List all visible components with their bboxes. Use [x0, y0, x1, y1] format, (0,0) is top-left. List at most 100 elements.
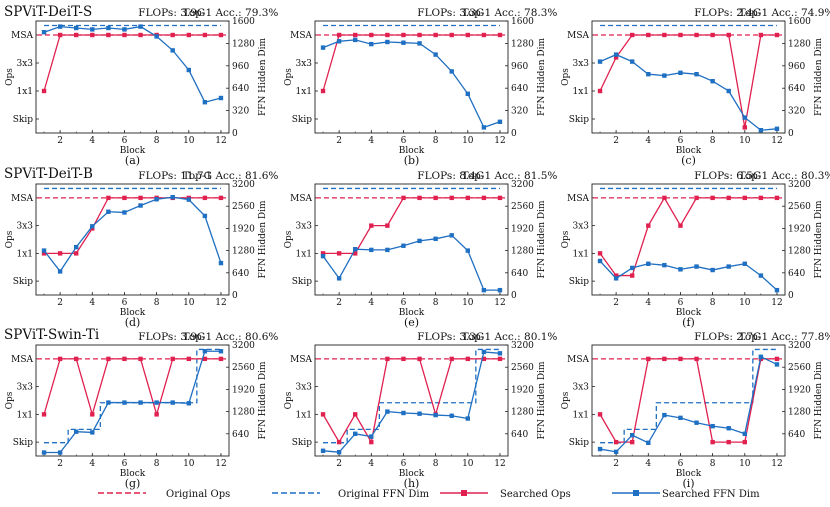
searched-ffn-point — [646, 72, 651, 77]
searched-ffn-point — [218, 260, 224, 266]
searched-ops-point — [417, 195, 422, 201]
ffn-tick-label: 1280 — [511, 247, 534, 257]
plot-frame — [591, 344, 786, 457]
plot-frame — [591, 183, 786, 296]
searched-ffn-point — [74, 25, 79, 31]
searched-ffn-point — [646, 440, 651, 446]
ffn-tick-label: 1280 — [232, 408, 255, 418]
searched-ops-point — [774, 195, 780, 201]
searched-ffn-point — [497, 119, 503, 124]
ops-tick-label: 1x1 — [295, 410, 312, 420]
searched-ops-point — [202, 356, 208, 362]
searched-ffn-point — [320, 45, 326, 50]
searched-ops-point — [170, 356, 175, 362]
searched-ops-point — [353, 412, 358, 417]
searched-ops-point — [449, 195, 454, 201]
legend-searched-ops-marker — [461, 490, 467, 496]
ops-axis-label: Ops — [561, 391, 571, 409]
ops-tick-label: Skip — [292, 277, 312, 287]
searched-ops-point — [57, 32, 63, 38]
x-axis-label: Block — [399, 146, 425, 156]
searched-ffn-point — [336, 39, 342, 44]
x-axis-label: Block — [120, 308, 146, 318]
ops-tick-label: MSA — [290, 355, 312, 365]
searched-ffn-point — [401, 410, 406, 416]
searched-ops-line — [322, 358, 500, 444]
searched-ops-point — [662, 195, 667, 201]
ops-axis-label: Ops — [284, 68, 294, 86]
x-tick-label: 4 — [368, 459, 374, 469]
searched-ops-point — [138, 356, 143, 362]
x-tick-label: 12 — [494, 298, 505, 308]
ffn-tick-label: 640 — [232, 84, 249, 94]
searched-ops-point — [353, 251, 358, 256]
ops-axis-label: Ops — [5, 391, 15, 409]
searched-ops-line — [323, 197, 500, 255]
panel-caption: (e) — [404, 316, 419, 329]
searched-ffn-point — [630, 432, 635, 438]
searched-ffn-point — [774, 362, 780, 367]
searched-ops-point — [90, 32, 95, 38]
ffn-tick-label: 640 — [511, 269, 528, 279]
searched-ops-point — [597, 251, 603, 256]
x-tick-label: 10 — [739, 136, 751, 146]
ffn-tick-label: 320 — [511, 107, 528, 117]
ffn-tick-label: 640 — [788, 269, 805, 279]
searched-ops-point — [401, 32, 406, 38]
row-label-0: SPViT-DeiT-S — [4, 4, 92, 20]
searched-ffn-point — [758, 273, 764, 278]
ops-tick-label: Skip — [292, 115, 312, 125]
ffn-tick-label: 1280 — [788, 39, 811, 49]
searched-ffn-point — [465, 91, 470, 96]
ops-tick-label: 1x1 — [16, 249, 33, 259]
searched-ops-point — [336, 32, 342, 38]
searched-ffn-point — [154, 400, 159, 405]
searched-ops-point — [694, 356, 699, 362]
searched-ffn-point — [369, 247, 374, 253]
ops-tick-label: 1x1 — [572, 87, 589, 97]
ffn-tick-label: 640 — [511, 84, 528, 94]
searched-ops-point — [154, 412, 159, 417]
ops-tick-label: 3x3 — [295, 383, 312, 393]
searched-ffn-line — [322, 39, 501, 129]
searched-ops-point — [662, 356, 667, 362]
x-axis-label: Block — [120, 146, 146, 156]
ffn-tick-label: 1280 — [511, 39, 534, 49]
ffn-tick-label: 0 — [511, 291, 517, 301]
searched-ffn-point — [186, 401, 191, 406]
x-tick-label: 4 — [89, 136, 95, 146]
searched-ffn-point — [57, 24, 63, 29]
x-tick-label: 8 — [154, 298, 160, 308]
ffn-tick-label: 1600 — [788, 17, 811, 27]
ffn-tick-label: 640 — [788, 84, 805, 94]
searched-ops-point — [218, 356, 224, 362]
searched-ffn-point — [613, 449, 619, 455]
ffn-tick-label: 3200 — [788, 341, 811, 351]
ffn-tick-label: 1280 — [511, 408, 534, 418]
legend-original-ffn: Original FFN Dim — [338, 489, 430, 500]
ops-tick-label: Skip — [13, 277, 33, 287]
ops-tick-label: 3x3 — [572, 222, 589, 232]
ffn-axis-label: FFN Hidden Dim — [537, 361, 547, 440]
x-tick-label: 10 — [462, 298, 474, 308]
searched-ffn-point — [320, 448, 326, 453]
searched-ops-point — [186, 356, 191, 362]
searched-ops-point — [597, 412, 603, 417]
ffn-tick-label: 640 — [788, 430, 805, 440]
searched-ffn-point — [41, 30, 47, 35]
searched-ops-point — [138, 195, 143, 201]
plot-frame — [35, 183, 230, 296]
searched-ffn-point — [726, 426, 731, 431]
searched-ffn-point — [186, 67, 191, 73]
searched-ffn-point — [726, 264, 731, 269]
ops-tick-label: 1x1 — [295, 87, 312, 97]
searched-ops-point — [433, 32, 438, 38]
x-axis-label: Block — [676, 469, 702, 479]
searched-ops-point — [678, 32, 683, 38]
ops-tick-label: Skip — [292, 438, 312, 448]
x-tick-label: 12 — [771, 136, 782, 146]
x-tick-label: 6 — [401, 459, 407, 469]
searched-ops-point — [369, 223, 374, 228]
x-tick-label: 8 — [710, 298, 716, 308]
